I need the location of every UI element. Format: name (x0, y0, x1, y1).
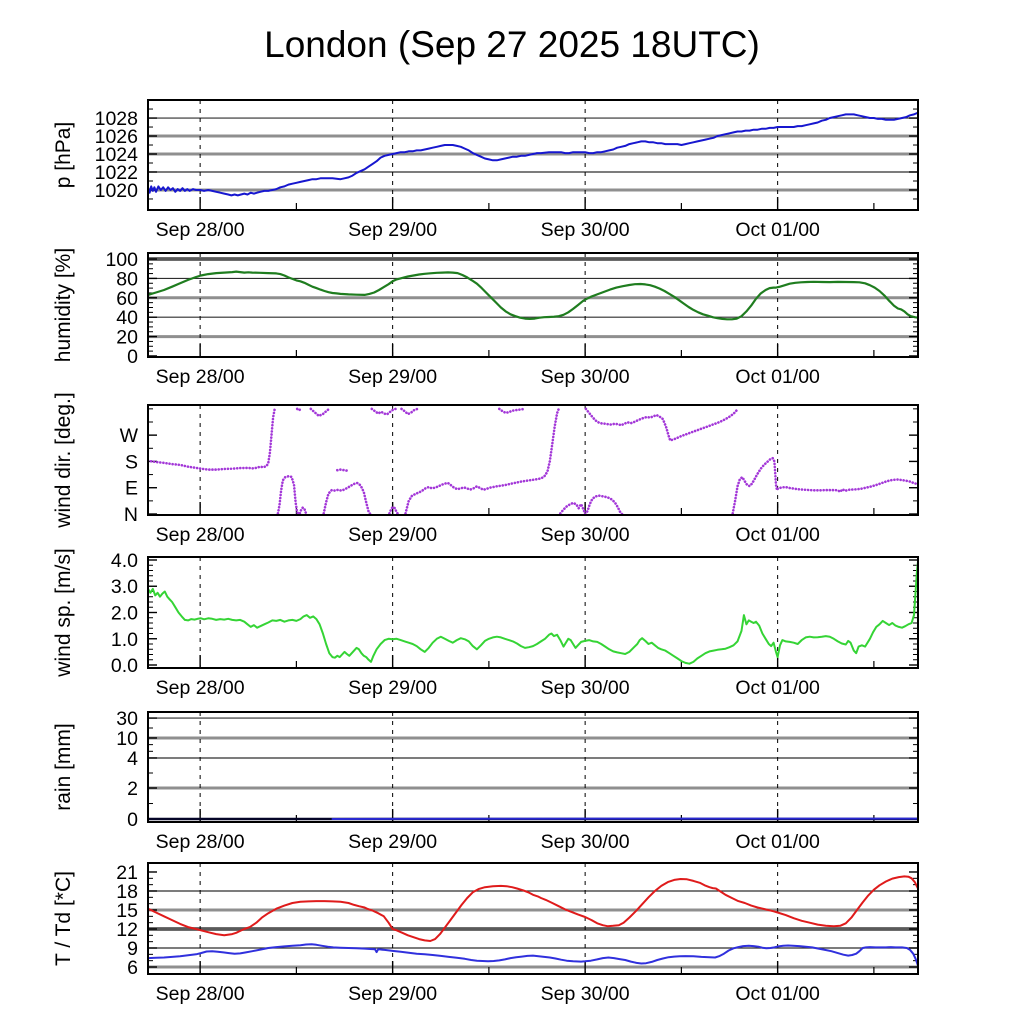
series-humidity (148, 270, 918, 321)
series-wind-direction (370, 407, 398, 416)
y-tick-label: 6 (127, 957, 138, 979)
series-pressure (148, 111, 918, 197)
y-tick-label: 12 (116, 919, 138, 941)
y-tick-label: 9 (127, 938, 138, 960)
series-wind-direction (335, 468, 350, 473)
series-wind-direction (584, 407, 740, 442)
series-wind-direction (731, 456, 779, 515)
series-wind-direction (404, 407, 561, 515)
x-tick-label: Oct 01/00 (735, 831, 820, 853)
x-tick-label: Oct 01/00 (735, 219, 820, 241)
x-tick-label: Sep 29/00 (348, 219, 437, 241)
x-tick-label: Oct 01/00 (735, 983, 820, 1005)
y-tick-label: 3.0 (111, 576, 138, 598)
y-tick-label: 20 (116, 327, 138, 349)
y-axis-title: wind dir. [deg.] (52, 392, 75, 528)
y-tick-label: 60 (116, 288, 138, 310)
series-dewpoint (148, 943, 918, 967)
x-tick-label: Sep 29/00 (348, 983, 437, 1005)
y-tick-label: S (125, 451, 138, 473)
x-tick-label: Sep 28/00 (156, 983, 245, 1005)
series-wind-direction (558, 494, 624, 516)
panel-frame (147, 99, 919, 211)
y-tick-label: N (124, 504, 138, 526)
y-tick-label: 100 (105, 249, 138, 271)
panel-frame (147, 862, 919, 975)
y-tick-label: 2.0 (111, 603, 138, 625)
y-tick-label: 2 (127, 778, 138, 800)
panel-frame (147, 252, 919, 358)
series-wind-direction (309, 407, 331, 418)
panel-frame (147, 711, 919, 823)
y-axis-title: rain [mm] (52, 723, 75, 811)
y-tick-label: 0.0 (111, 655, 138, 677)
y-tick-label: 1.0 (111, 629, 138, 651)
x-tick-label: Sep 29/00 (348, 524, 437, 546)
series-wind-direction (322, 481, 372, 516)
series-wind-direction (497, 407, 527, 415)
x-tick-label: Oct 01/00 (735, 677, 820, 699)
x-tick-label: Sep 30/00 (541, 983, 630, 1005)
series-wind-direction (388, 505, 400, 516)
y-tick-label: 1024 (95, 144, 139, 166)
y-tick-label: 0 (127, 809, 138, 831)
x-tick-label: Oct 01/00 (735, 524, 820, 546)
series-wind-direction (400, 407, 419, 416)
chart-title: London (Sep 27 2025 18UTC) (264, 24, 760, 65)
y-tick-label: 15 (116, 900, 138, 922)
x-tick-label: Sep 30/00 (541, 524, 630, 546)
panel-frame (147, 556, 919, 669)
series-wind-direction (776, 478, 918, 494)
y-axis-title: p [hPa] (52, 122, 75, 189)
x-tick-label: Sep 28/00 (156, 677, 245, 699)
y-tick-label: 1026 (95, 126, 138, 148)
y-tick-label: 1022 (95, 162, 138, 184)
x-tick-label: Sep 28/00 (156, 831, 245, 853)
y-axis-title: humidity [%] (52, 248, 75, 362)
x-tick-label: Sep 29/00 (348, 831, 437, 853)
series-wind-speed (148, 560, 918, 665)
x-tick-label: Oct 01/00 (735, 366, 820, 388)
x-tick-label: Sep 28/00 (156, 366, 245, 388)
x-tick-label: Sep 29/00 (348, 366, 437, 388)
series-wind-direction (295, 407, 304, 412)
x-tick-label: Sep 30/00 (541, 219, 630, 241)
y-tick-label: 21 (116, 862, 138, 884)
y-tick-label: E (125, 478, 138, 500)
panel-frame (147, 404, 919, 516)
y-tick-label: 18 (116, 881, 138, 903)
y-tick-label: 0 (127, 346, 138, 368)
x-tick-label: Sep 29/00 (348, 677, 437, 699)
y-tick-label: 40 (116, 307, 138, 329)
y-tick-label: 1020 (95, 180, 139, 202)
x-tick-label: Sep 30/00 (541, 831, 630, 853)
y-tick-label: 30 (116, 708, 138, 730)
series-temperature (148, 875, 918, 942)
series-wind-direction (148, 407, 277, 471)
x-tick-label: Sep 28/00 (156, 219, 245, 241)
series-wind-direction (276, 474, 308, 516)
x-tick-label: Sep 30/00 (541, 677, 630, 699)
y-tick-label: 10 (116, 728, 138, 750)
y-tick-label: 1028 (95, 108, 138, 130)
panel-wind-speed: 0.0 1.0 2.0 3.0 4.0 Sep 28/00 Sep 29/00 Sep 30/… (52, 548, 919, 699)
x-tick-label: Sep 28/00 (156, 524, 245, 546)
y-tick-label: 4 (127, 748, 138, 770)
y-axis-title: wind sp. [m/s] (52, 548, 75, 677)
x-tick-label: Sep 30/00 (541, 366, 630, 388)
y-tick-label: 80 (116, 268, 138, 290)
y-tick-label: 4.0 (111, 550, 138, 572)
y-tick-label: W (120, 425, 139, 447)
y-axis-title: T / Td [*C] (52, 871, 75, 966)
